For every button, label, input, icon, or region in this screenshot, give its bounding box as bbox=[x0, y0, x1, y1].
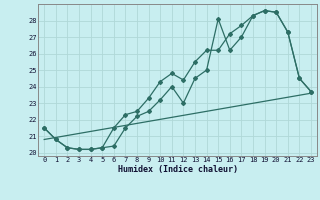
X-axis label: Humidex (Indice chaleur): Humidex (Indice chaleur) bbox=[118, 165, 238, 174]
